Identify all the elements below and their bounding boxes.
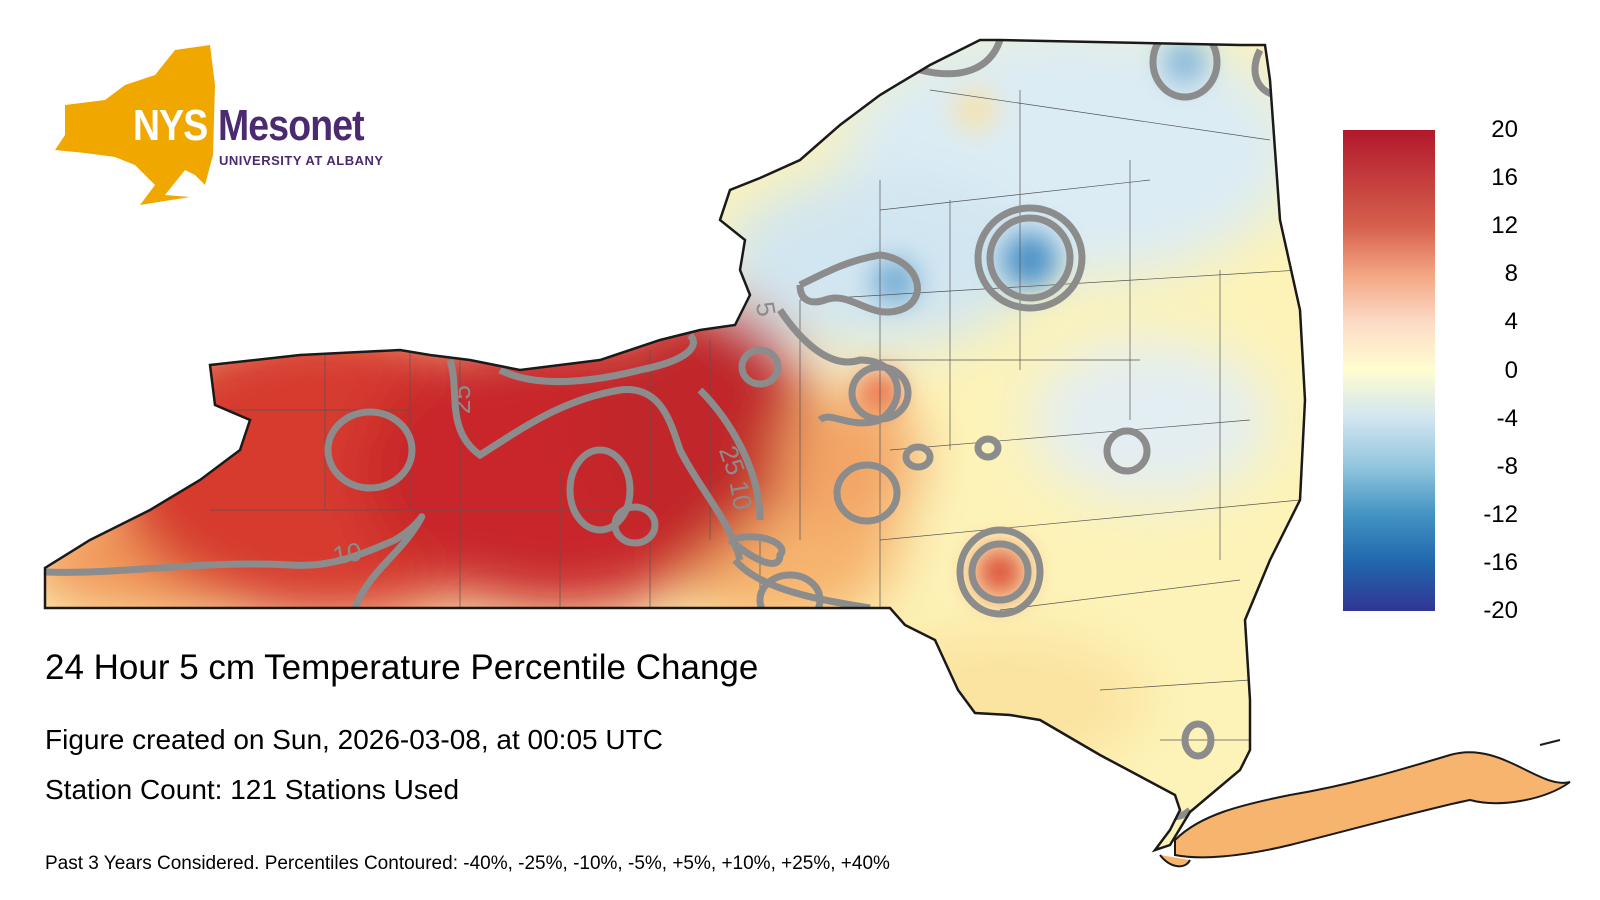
island-tip — [1539, 739, 1561, 746]
long-island — [1174, 751, 1571, 859]
color-scale-bar — [1343, 130, 1435, 611]
contour-label-10-a: 10 — [330, 536, 364, 571]
map-title: 24 Hour 5 cm Temperature Percentile Chan… — [45, 648, 759, 687]
contour-labels: 25 25 10 10 5 — [330, 299, 782, 570]
contour-label-5: 5 — [750, 299, 782, 318]
legend-tick: 20 — [1491, 116, 1518, 143]
nys-mesonet-logo: NYS Mesonet UNIVERSITY AT ALBANY — [45, 45, 395, 210]
legend-tick: 4 — [1504, 308, 1518, 336]
legend-tick: -12 — [1483, 500, 1518, 528]
logo-subtitle: UNIVERSITY AT ALBANY — [219, 153, 384, 168]
logo-mesonet: Mesonet — [218, 101, 365, 150]
created-timestamp: Figure created on Sun, 2026-03-08, at 00… — [45, 724, 663, 755]
station-count: Station Count: 121 Stations Used — [45, 774, 460, 805]
county-lines — [210, 89, 1301, 741]
state-silhouette-icon — [55, 45, 215, 205]
legend-tick: 8 — [1504, 260, 1518, 288]
legend-tick: -16 — [1483, 548, 1518, 576]
legend-tick: -8 — [1496, 452, 1518, 480]
legend-tick: -4 — [1496, 404, 1518, 432]
percentile-contours — [45, 40, 1277, 821]
legend-tick: 0 — [1504, 356, 1518, 384]
contour-label-25-a: 25 — [446, 385, 476, 414]
legend-tick: 16 — [1491, 164, 1518, 192]
legend-tick: 12 — [1491, 212, 1518, 240]
contour-label-10-b: 10 — [724, 478, 759, 512]
percentile-footnote: Past 3 Years Considered. Percentiles Con… — [45, 853, 890, 874]
legend-tick: -20 — [1483, 597, 1518, 624]
staten-island — [1159, 854, 1191, 868]
logo-nys: NYS — [133, 101, 208, 150]
